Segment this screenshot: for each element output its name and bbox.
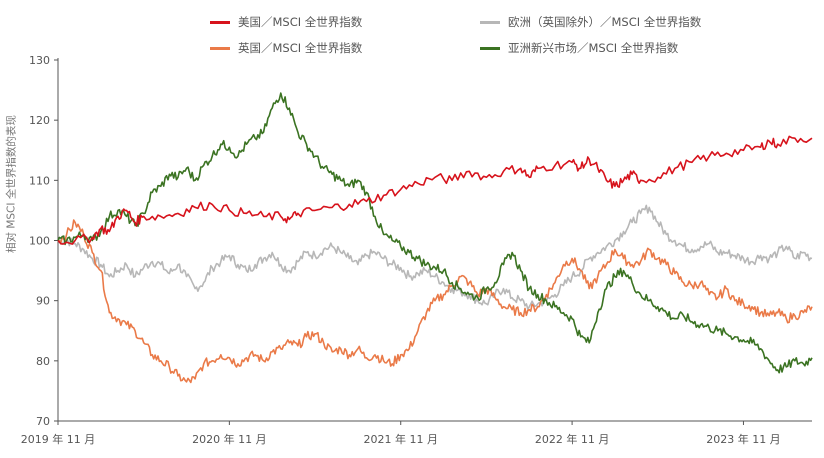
x-tick-label: 2021 年 11 月 [363, 432, 437, 446]
legend-item-europe: 欧洲（英国除外）／MSCI 全世界指数 [480, 14, 701, 30]
y-tick-label: 80 [36, 355, 50, 368]
legend-swatch-asia-em [480, 46, 500, 50]
y-tick-label: 70 [36, 415, 50, 428]
legend-label-us: 美国／MSCI 全世界指数 [238, 15, 363, 29]
series-line-3 [57, 92, 813, 374]
series-line-2 [57, 204, 813, 310]
y-tick-label: 110 [29, 174, 50, 187]
legend-swatch-uk [210, 46, 230, 50]
chart-legend: 美国／MSCI 全世界指数 英国／MSCI 全世界指数 欧洲（英国除外）／MSC… [0, 0, 824, 60]
legend-item-us: 美国／MSCI 全世界指数 [210, 14, 362, 30]
x-tick-label: 2020 年 11 月 [192, 432, 266, 446]
legend-swatch-europe [480, 20, 500, 24]
legend-item-asia-em: 亚洲新兴市场／MSCI 全世界指数 [480, 40, 678, 56]
legend-item-uk: 英国／MSCI 全世界指数 [210, 40, 362, 56]
legend-label-uk: 英国／MSCI 全世界指数 [238, 41, 363, 55]
y-tick-label: 130 [29, 54, 50, 67]
x-tick-label: 2023 年 11 月 [706, 432, 780, 446]
x-tick-label: 2022 年 11 月 [535, 432, 609, 446]
y-tick-label: 120 [29, 114, 50, 127]
series-line-1 [57, 219, 813, 384]
x-tick-label: 2019 年 11 月 [21, 432, 95, 446]
y-tick-label: 100 [29, 235, 50, 248]
legend-label-asia-em: 亚洲新兴市场／MSCI 全世界指数 [508, 41, 679, 55]
series-line-0 [57, 135, 813, 245]
legend-label-europe: 欧洲（英国除外）／MSCI 全世界指数 [508, 15, 702, 29]
y-tick-label: 90 [36, 295, 50, 308]
legend-swatch-us [210, 20, 230, 24]
